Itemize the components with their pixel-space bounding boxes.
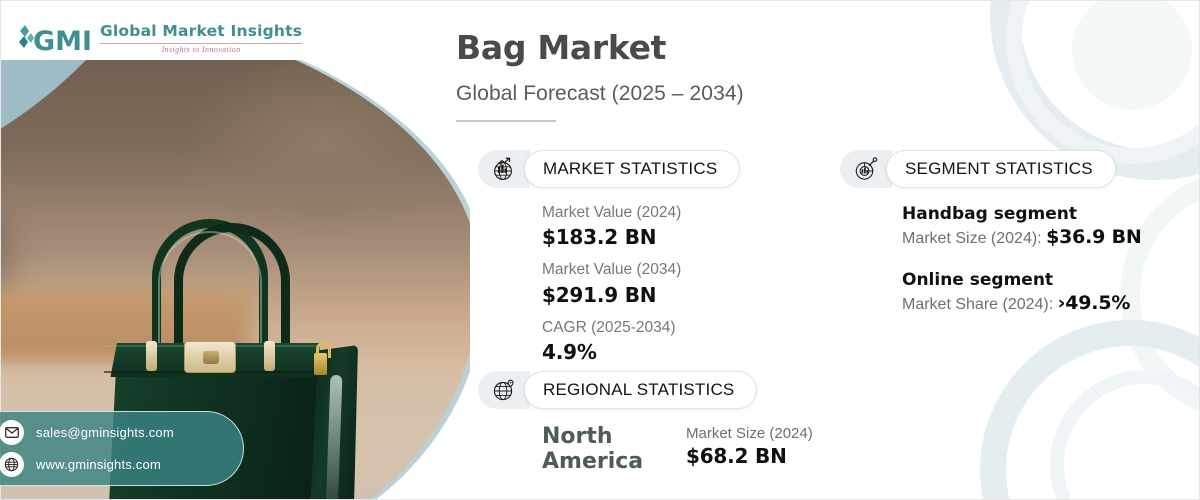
region-name: North America: [542, 424, 644, 474]
regional-statistics-body: North America Market Size (2024) $68.2 B…: [478, 424, 813, 474]
segment-statistics-header: SEGMENT STATISTICS: [840, 150, 1142, 188]
handbag-segment-name: Handbag segment: [902, 204, 1077, 224]
contact-pill[interactable]: sales@gminsights.com www.gminsights.com: [0, 411, 244, 486]
gmi-logo[interactable]: GMI Global Market Insights Insights to I…: [16, 22, 303, 56]
online-segment-name: Online segment: [902, 270, 1054, 290]
regional-statistics-label: REGIONAL STATISTICS: [524, 371, 758, 409]
title-divider: [456, 120, 556, 122]
market-statistics-rows: Market Value (2024) $183.2 BN Market Val…: [478, 202, 740, 366]
handbag-segment-metric-label: Market Size (2024):: [902, 230, 1047, 247]
handbag-padlock-charm: [314, 342, 331, 375]
contact-website-row[interactable]: www.gminsights.com: [0, 452, 225, 477]
market-value-2024-label: Market Value (2024): [542, 204, 682, 221]
online-segment-metric-label: Market Share (2024):: [902, 296, 1058, 313]
market-statistics-label: MARKET STATISTICS: [524, 150, 741, 188]
segment-statistics-label: SEGMENT STATISTICS: [886, 150, 1116, 188]
decor-arc-bottom-right-2: [1050, 370, 1200, 500]
market-value-2024-value: $183.2 BN: [542, 225, 657, 250]
regional-statistics-block: REGIONAL STATISTICS North America Market…: [478, 371, 813, 474]
decor-arc-top-right-2: [1006, 0, 1200, 164]
handbag-keeper-right: [264, 341, 275, 371]
globe-pin-icon: [478, 371, 530, 409]
handbag-handle-highlight: [158, 231, 262, 371]
page-subtitle: Global Forecast (2025 – 2034): [456, 82, 744, 105]
gmi-logo-mark: GMI: [19, 25, 92, 56]
logo-company-name: Global Market Insights: [100, 22, 303, 41]
market-statistics-block: MARKET STATISTICS Market Value (2024) $1…: [478, 150, 741, 374]
regional-statistics-header: REGIONAL STATISTICS: [478, 371, 813, 409]
market-value-2034-value: $291.9 BN: [542, 282, 657, 307]
handbag-handle-right: [174, 223, 290, 373]
contact-email-row[interactable]: sales@gminsights.com: [0, 420, 225, 445]
cagr-label: CAGR (2025-2034): [542, 318, 676, 336]
globe-icon: [0, 452, 24, 477]
segment-statistics-rows: Handbag segment Market Size (2024): $36.…: [840, 204, 1142, 314]
handbag-handle-left: [152, 219, 268, 369]
online-segment-value: ›49.5%: [1057, 292, 1131, 314]
gmi-logo-text: Global Market Insights Insights to Innov…: [100, 22, 303, 54]
handbag-segment-line: Market Size (2024): $36.9 BN: [902, 226, 1142, 248]
online-segment-line: Market Share (2024): ›49.5%: [902, 292, 1142, 314]
svg-text:GMI: GMI: [33, 26, 92, 56]
region-metric: Market Size (2024) $68.2 BN: [686, 425, 813, 468]
handbag-segment-value: $36.9 BN: [1046, 226, 1142, 248]
contact-website-text: www.gminsights.com: [36, 457, 161, 472]
contact-email-text: sales@gminsights.com: [36, 425, 174, 440]
globe-bar-chart-icon: [478, 150, 530, 188]
page-title: Bag Market: [456, 28, 667, 67]
envelope-icon: [0, 420, 24, 445]
donut-chart-target-icon: [840, 150, 892, 188]
logo-divider: [100, 42, 303, 44]
region-metric-value: $68.2 BN: [686, 444, 787, 468]
market-value-2034-label: Market Value (2034): [542, 261, 682, 279]
region-metric-label: Market Size (2024): [686, 425, 813, 442]
handbag-turn-lock: [184, 341, 236, 373]
market-statistics-header: MARKET STATISTICS: [478, 150, 741, 188]
logo-tagline: Insights to Innovation: [161, 44, 241, 54]
segment-statistics-block: SEGMENT STATISTICS Handbag segment Marke…: [840, 150, 1142, 336]
decor-circle-top-right-3: [1072, 0, 1192, 110]
cagr-value: 4.9%: [542, 340, 597, 365]
decor-arc-bottom-right-1: [980, 320, 1200, 500]
handbag-keeper-left: [146, 341, 157, 371]
